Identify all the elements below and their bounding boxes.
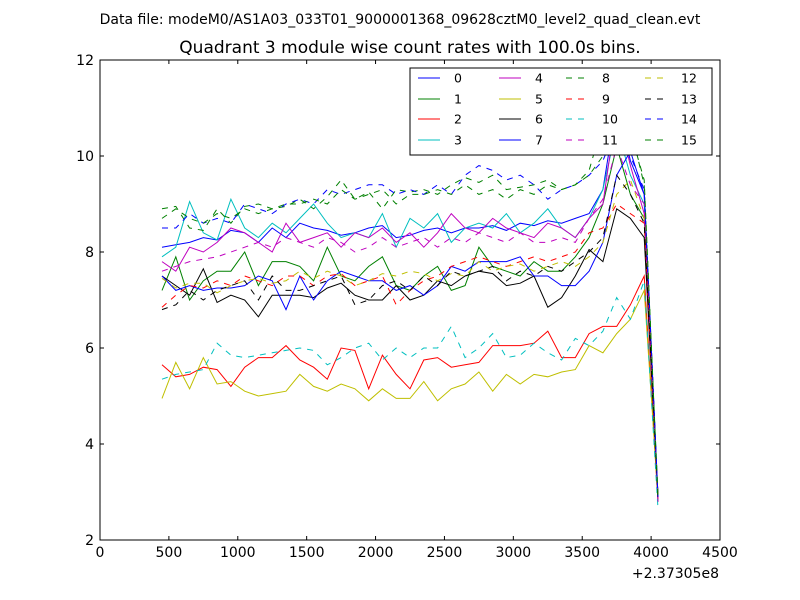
x-tick-label: 2500: [427, 545, 463, 561]
y-tick-label: 2: [85, 533, 94, 549]
x-tick-label: 1000: [220, 545, 256, 561]
series-line-6: [161, 207, 659, 497]
figure-suptitle: Data file: modeM0/AS1A03_033T01_90000013…: [100, 12, 701, 28]
legend-label-15: 15: [681, 133, 697, 148]
series-line-13: [161, 173, 659, 500]
y-tick-label: 12: [76, 53, 94, 69]
y-tick-label: 6: [85, 341, 94, 357]
plot-area: 0 500 1000 1500 2000 2500 3000 3500 4000 4500 2 4 6…: [76, 53, 738, 561]
x-tick-label: 4000: [633, 545, 669, 561]
x-tick-label: 500: [156, 545, 183, 561]
legend-label-11: 11: [602, 133, 618, 148]
series-layer: [161, 77, 659, 509]
y-tick-label: 10: [76, 149, 94, 165]
legend-label-14: 14: [681, 112, 697, 127]
series-line-10: [161, 280, 659, 509]
legend-label-7: 7: [535, 133, 543, 148]
legend-label-13: 13: [681, 92, 697, 107]
legend-label-1: 1: [454, 92, 462, 107]
legend-label-2: 2: [454, 112, 462, 127]
x-tick-label: 4500: [702, 545, 738, 561]
series-line-9: [161, 203, 659, 497]
series-line-7: [161, 149, 659, 497]
y-tick-label: 4: [85, 437, 94, 453]
legend-label-6: 6: [535, 112, 543, 127]
x-axis: 0 500 1000 1500 2000 2500 3000 3500 4000 4500: [96, 60, 738, 561]
legend-label-4: 4: [535, 71, 543, 86]
series-line-15: [161, 106, 659, 500]
chart-title: Quadrant 3 module wise count rates with …: [179, 38, 640, 58]
y-tick-label: 8: [85, 245, 94, 261]
x-axis-offset-label: +2.37305e8: [632, 566, 719, 582]
legend-label-0: 0: [454, 71, 462, 86]
series-line-11: [161, 144, 659, 502]
legend-label-8: 8: [602, 71, 610, 86]
series-line-5: [161, 288, 659, 497]
x-tick-label: 0: [96, 545, 105, 561]
series-line-12: [161, 179, 659, 497]
legend-label-12: 12: [681, 71, 697, 86]
legend-label-10: 10: [602, 112, 618, 127]
x-tick-label: 3000: [496, 545, 532, 561]
x-tick-label: 3500: [564, 545, 600, 561]
series-line-4: [161, 107, 659, 502]
legend-label-3: 3: [454, 133, 462, 148]
legend-label-9: 9: [602, 92, 610, 107]
legend-label-5: 5: [535, 92, 543, 107]
x-tick-label: 2000: [358, 545, 394, 561]
x-tick-label: 1500: [289, 545, 325, 561]
axes-frame: [99, 59, 721, 541]
series-line-2: [161, 274, 659, 502]
